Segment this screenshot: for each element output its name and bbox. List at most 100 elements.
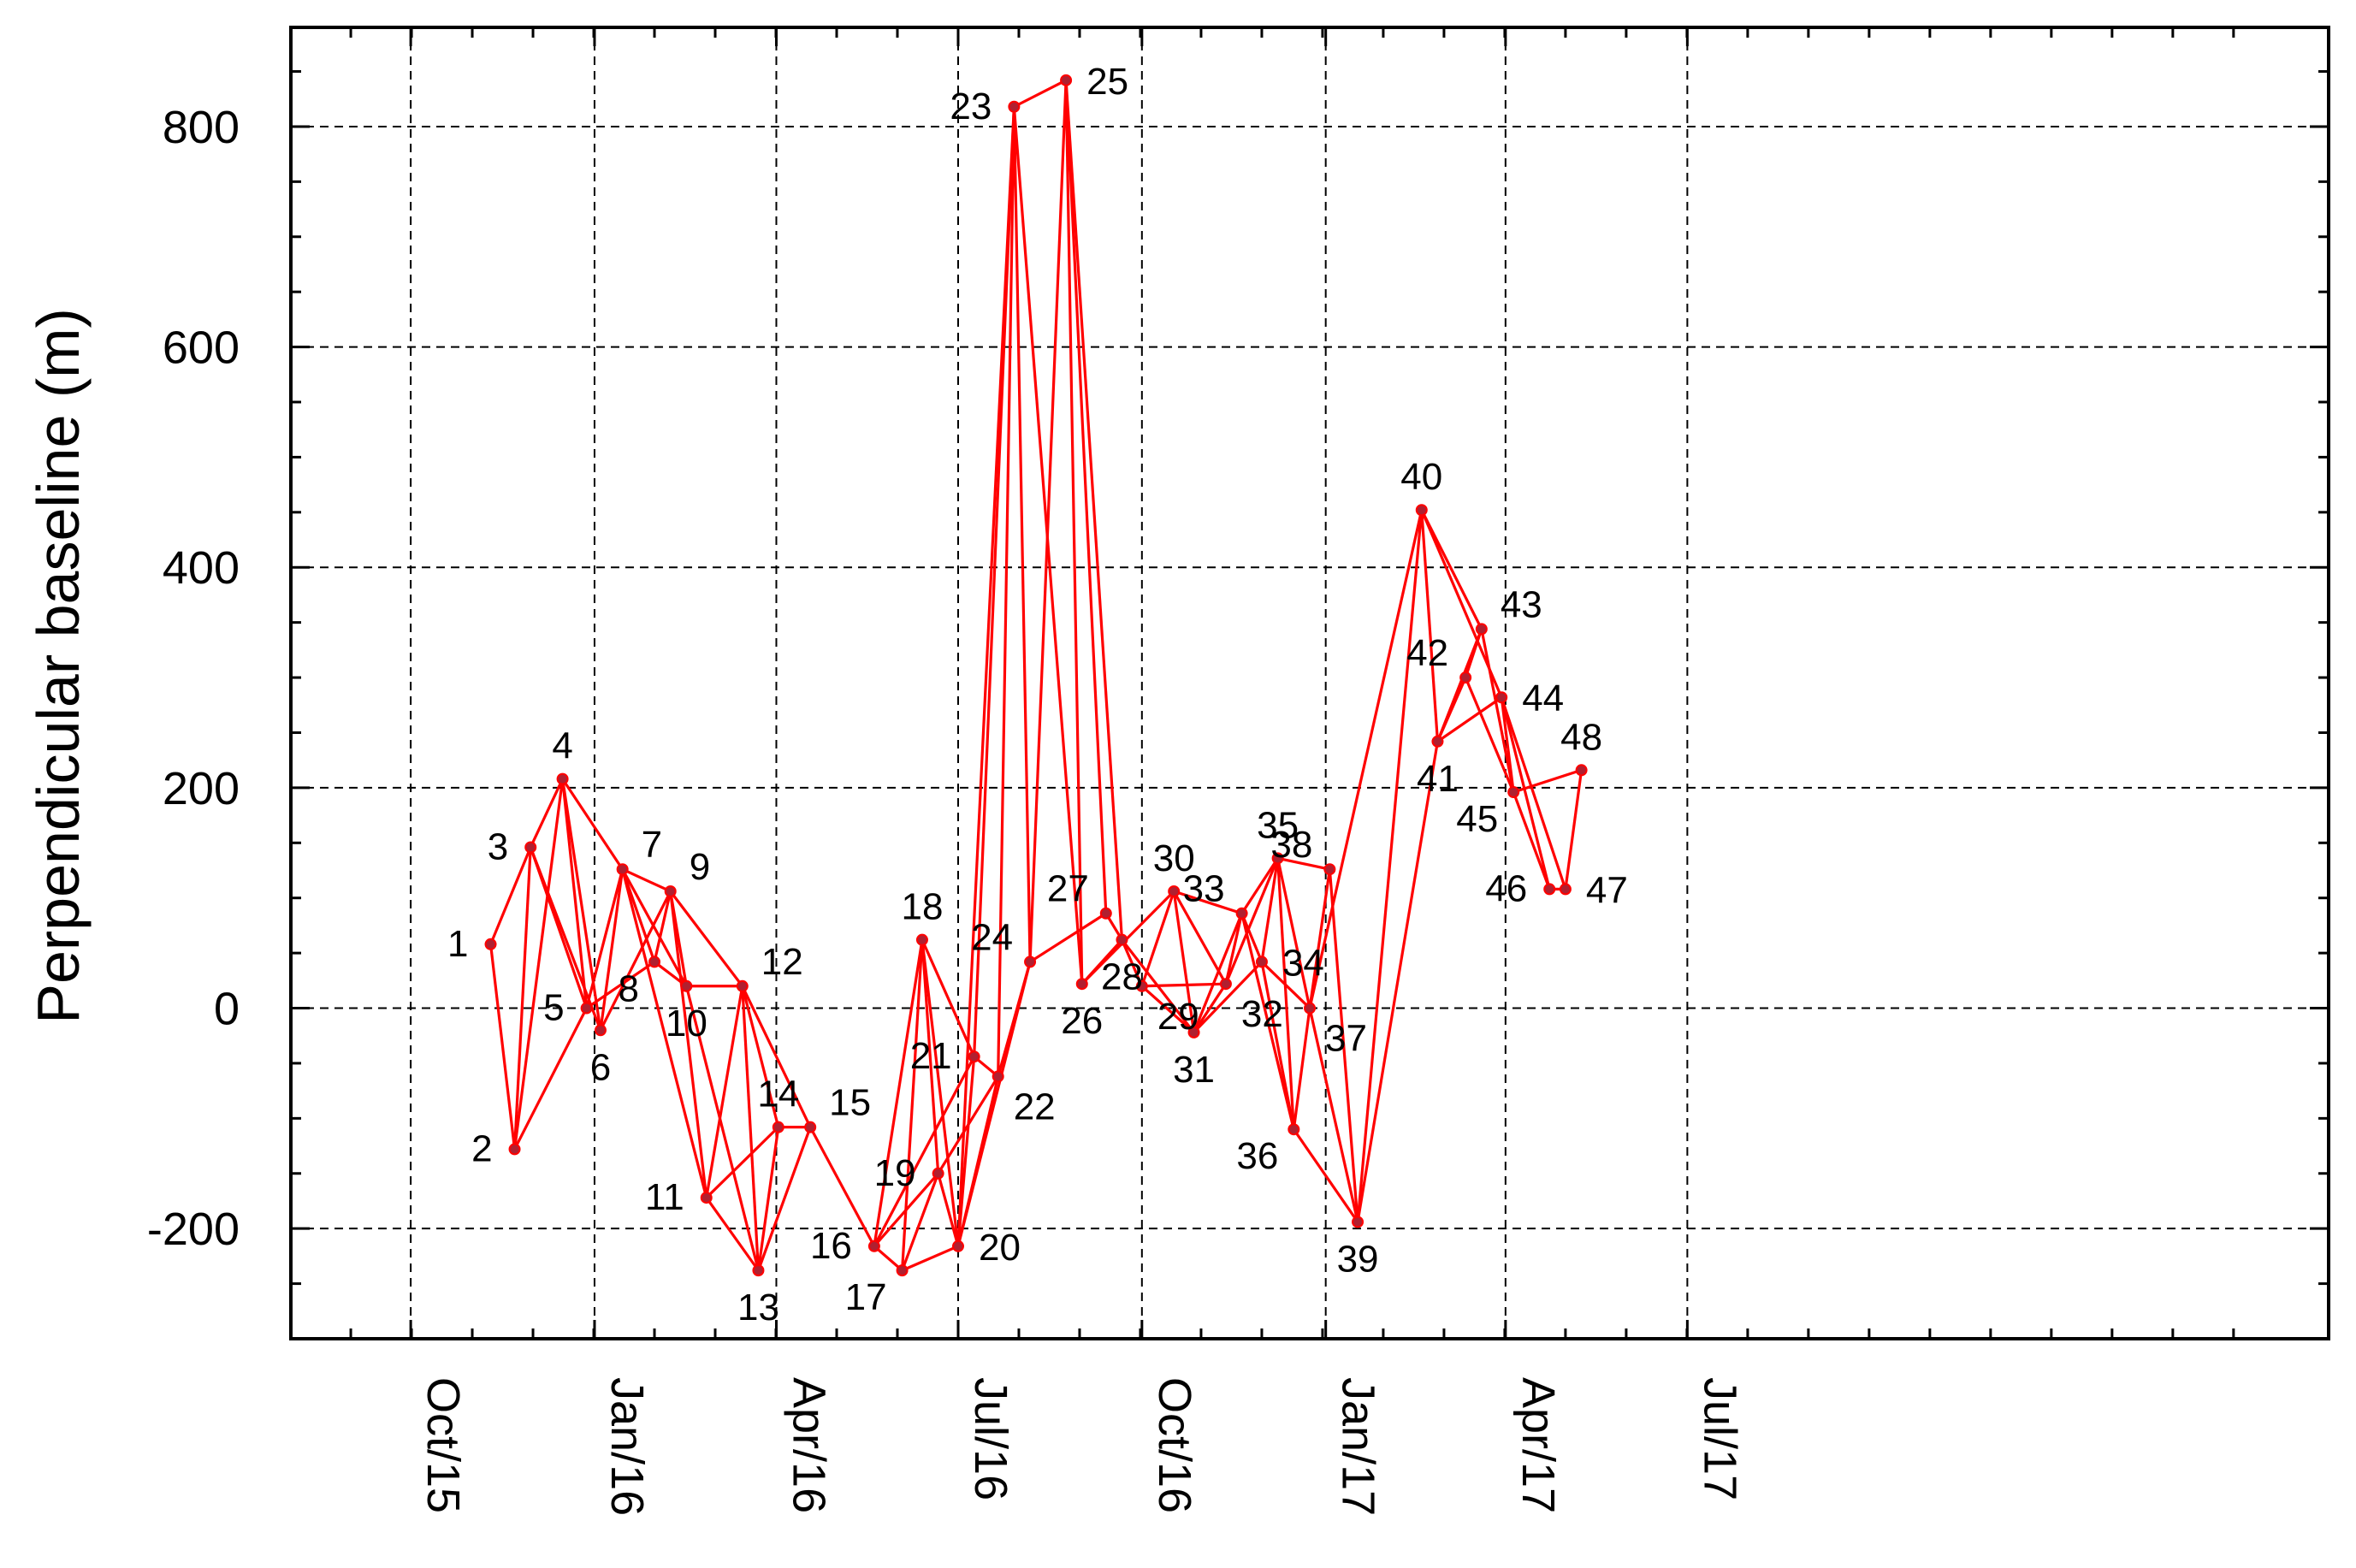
acquisition-point-9 (664, 885, 677, 897)
point-label-26: 26 (1061, 1000, 1103, 1042)
acquisition-point-23 (1008, 100, 1021, 113)
baseline-edge-23-25 (1013, 79, 1067, 109)
baseline-edge-12-14 (741, 985, 780, 1128)
acquisition-point-17 (896, 1264, 909, 1277)
acquisition-point-39 (1352, 1216, 1364, 1228)
point-label-11: 11 (645, 1176, 684, 1218)
baseline-edge-8-9 (653, 891, 672, 962)
baseline-edge-26-30 (1080, 890, 1175, 985)
baseline-edge-44-47 (1500, 696, 1567, 890)
baseline-edge-7-11 (621, 868, 708, 1198)
baseline-edge-13-14 (756, 1127, 780, 1271)
baseline-edge-25-26 (1064, 80, 1084, 985)
acquisition-point-6 (594, 1024, 607, 1037)
baseline-edge-1-3 (489, 846, 532, 945)
acquisition-point-14 (772, 1121, 784, 1133)
baseline-edge-12-15 (741, 985, 812, 1128)
acquisition-point-48 (1575, 764, 1588, 777)
x-tick-label: Apr/16 (783, 1377, 834, 1513)
point-label-12: 12 (761, 941, 803, 983)
baseline-edge-17-20 (901, 1245, 959, 1272)
baseline-edge-11-12 (705, 985, 744, 1198)
baseline-edge-30-32 (1172, 891, 1228, 985)
baseline-edge-6-9 (599, 891, 672, 1032)
baseline-edge-33-35 (1240, 857, 1279, 914)
point-label-29: 29 (1157, 996, 1199, 1038)
baseline-edge-37-39 (1308, 1008, 1359, 1222)
point-label-34: 34 (1282, 942, 1324, 984)
acquisition-point-5 (580, 1002, 593, 1015)
acquisition-point-20 (951, 1240, 964, 1252)
point-label-18: 18 (901, 886, 943, 928)
baseline-edge-7-10 (621, 868, 688, 987)
baseline-edge-24-27 (1029, 912, 1107, 963)
acquisition-point-37 (1304, 1002, 1316, 1015)
baseline-edge-4-5 (561, 778, 589, 1009)
point-label-9: 9 (690, 846, 710, 888)
y-tick-label: 400 (163, 542, 240, 594)
point-label-45: 45 (1456, 798, 1498, 840)
baseline-edge-18-21 (920, 939, 976, 1057)
point-label-42: 42 (1406, 632, 1448, 674)
acquisition-point-47 (1559, 883, 1572, 896)
baseline-edge-37-40 (1308, 509, 1424, 1009)
baseline-edge-21-23 (973, 106, 1015, 1057)
y-tick-label: 0 (214, 984, 240, 1035)
acquisition-point-1 (484, 938, 497, 950)
y-axis-tick-labels: -200 0 200 400 600 800 (147, 102, 240, 1255)
baseline-edge-39-41 (1356, 741, 1440, 1222)
acquisition-point-31 (1187, 1026, 1200, 1038)
baseline-edge-45-46 (1512, 791, 1551, 890)
acquisition-point-16 (867, 1240, 880, 1252)
point-label-28: 28 (1101, 956, 1143, 998)
acquisition-point-27 (1099, 907, 1112, 920)
x-tick-label: Jan/17 (1333, 1377, 1384, 1516)
baseline-edge-31-32 (1193, 983, 1228, 1033)
baseline-edge-5-8 (585, 961, 655, 1009)
baseline-edge-17-19 (901, 1173, 940, 1271)
baseline-edge-30-33 (1173, 890, 1243, 915)
baseline-edge-43-45 (1480, 629, 1515, 793)
acquisition-point-12 (736, 979, 749, 992)
x-axis-tick-labels: Oct/15 Jan/16 Apr/16 Jul/16 Oct/16 Jan/17 Apr/… (417, 1377, 1745, 1516)
point-label-5: 5 (543, 987, 564, 1029)
baseline-edge-2-4 (512, 778, 565, 1150)
baseline-edge-4-6 (561, 778, 602, 1031)
baseline-edge-31-34 (1193, 961, 1264, 1033)
point-label-3: 3 (488, 825, 508, 867)
acquisition-point-3 (524, 841, 537, 854)
point-label-21: 21 (910, 1035, 952, 1077)
acquisition-point-40 (1415, 504, 1428, 517)
point-label-32: 32 (1241, 993, 1283, 1035)
acquisition-point-36 (1288, 1123, 1300, 1136)
acquisition-point-24 (1024, 956, 1037, 968)
point-label-7: 7 (642, 824, 662, 866)
baseline-edge-31-33 (1193, 913, 1244, 1033)
baseline-edge-12-13 (741, 985, 761, 1271)
acquisition-point-28 (1116, 933, 1128, 946)
acquisition-point-38 (1323, 863, 1336, 876)
baseline-edge-35-36 (1276, 858, 1295, 1130)
point-label-38: 38 (1270, 824, 1312, 866)
acquisition-point-43 (1475, 623, 1488, 636)
acquisition-point-11 (700, 1192, 713, 1204)
baseline-edge-47-48 (1564, 770, 1583, 890)
baseline-edge-4-7 (561, 778, 624, 871)
acquisition-point-10 (680, 979, 693, 992)
baseline-edge-13-15 (756, 1127, 812, 1271)
baseline-edge-34-36 (1260, 962, 1295, 1130)
acquisition-point-21 (968, 1050, 980, 1063)
point-label-46: 46 (1485, 867, 1527, 909)
acquisition-point-30 (1168, 885, 1181, 897)
acquisition-point-7 (616, 863, 629, 876)
baseline-edge-2-5 (513, 1007, 589, 1151)
baseline-edge-7-9 (621, 867, 672, 893)
point-label-25: 25 (1086, 61, 1128, 103)
acquisition-point-35 (1271, 852, 1284, 865)
point-label-44: 44 (1522, 677, 1564, 719)
baseline-edge-11-14 (705, 1126, 779, 1199)
point-label-35: 35 (1257, 804, 1299, 846)
baseline-edge-19-20 (937, 1173, 960, 1247)
baseline-edge-10-13 (684, 985, 761, 1271)
